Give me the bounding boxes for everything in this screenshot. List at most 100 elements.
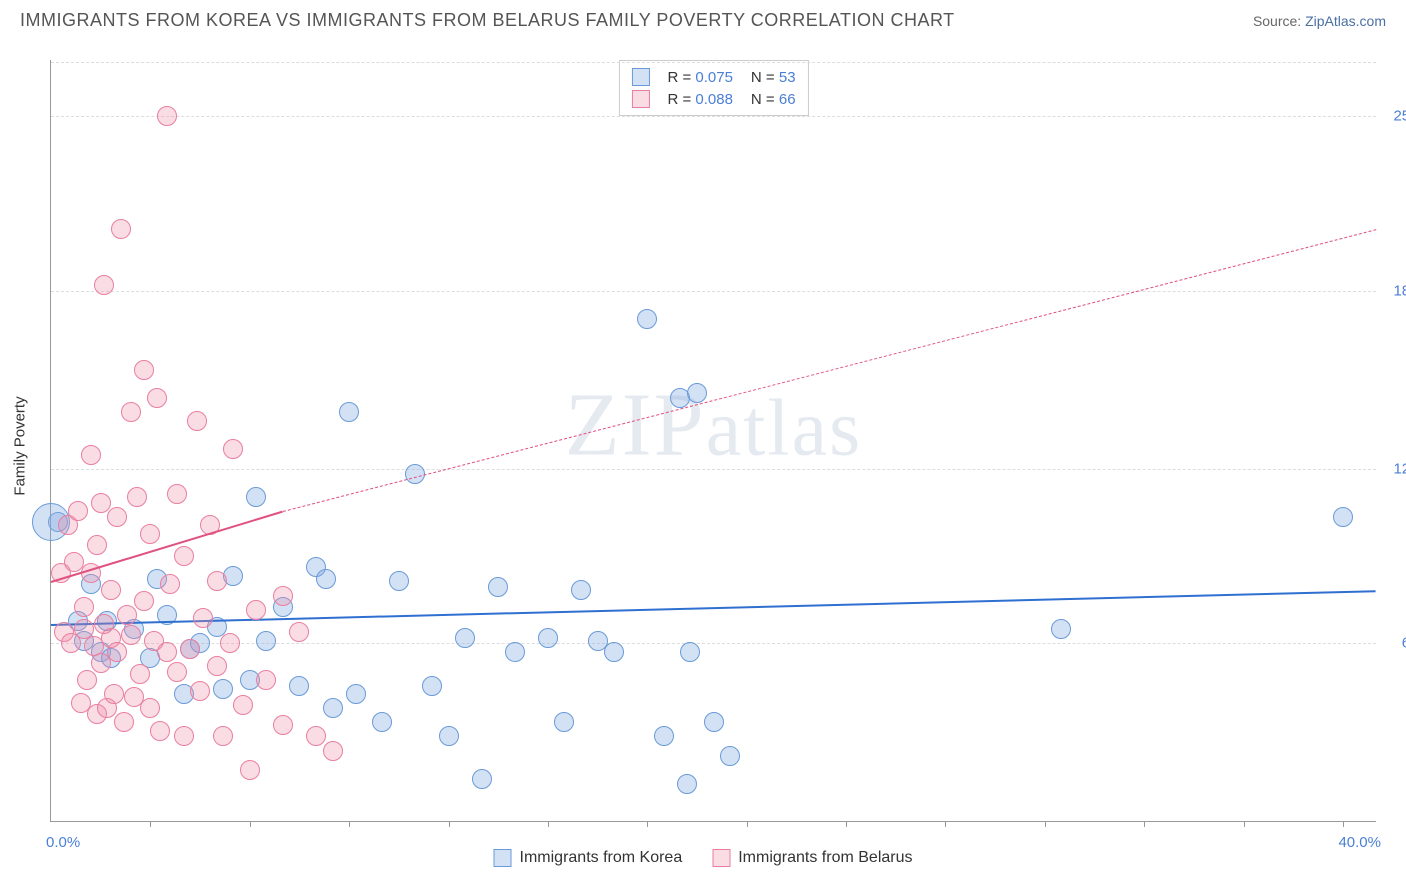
watermark: ZIPatlas: [565, 374, 863, 477]
data-point: [74, 597, 94, 617]
stats-row: R = 0.075 N = 53: [631, 66, 795, 88]
x-tick: [1045, 821, 1046, 827]
data-point: [472, 769, 492, 789]
data-point: [134, 360, 154, 380]
legend-item: Immigrants from Belarus: [712, 849, 912, 867]
data-point: [167, 484, 187, 504]
data-point: [117, 605, 137, 625]
data-point: [193, 608, 213, 628]
x-axis-max-label: 40.0%: [1338, 834, 1381, 851]
data-point: [187, 411, 207, 431]
data-point: [190, 681, 210, 701]
gridline: [51, 116, 1376, 117]
data-point: [1333, 507, 1353, 527]
data-point: [157, 106, 177, 126]
data-point: [114, 712, 134, 732]
stat-r: R = 0.088: [667, 91, 732, 108]
x-tick: [846, 821, 847, 827]
source-label: Source: ZipAtlas.com: [1253, 13, 1386, 29]
y-tick-label: 6.3%: [1381, 635, 1406, 652]
data-point: [180, 639, 200, 659]
data-point: [240, 760, 260, 780]
data-point: [121, 402, 141, 422]
data-point: [488, 577, 508, 597]
data-point: [677, 774, 697, 794]
data-point: [273, 586, 293, 606]
data-point: [213, 726, 233, 746]
y-tick-label: 25.0%: [1381, 108, 1406, 125]
data-point: [140, 524, 160, 544]
data-point: [455, 628, 475, 648]
legend-swatch: [712, 849, 730, 867]
x-tick: [1244, 821, 1245, 827]
data-point: [323, 741, 343, 761]
data-point: [94, 275, 114, 295]
data-point: [121, 625, 141, 645]
legend-swatch: [631, 90, 649, 108]
data-point: [554, 712, 574, 732]
data-point: [680, 642, 700, 662]
data-point: [220, 633, 240, 653]
data-point: [207, 571, 227, 591]
gridline: [51, 62, 1376, 63]
data-point: [150, 721, 170, 741]
stats-row: R = 0.088 N = 66: [631, 88, 795, 110]
data-point: [273, 715, 293, 735]
gridline: [51, 291, 1376, 292]
data-point: [104, 684, 124, 704]
data-point: [1051, 619, 1071, 639]
plot-area: ZIPatlas R = 0.075N = 53R = 0.088N = 66 …: [50, 60, 1376, 822]
data-point: [107, 507, 127, 527]
x-tick: [349, 821, 350, 827]
trend-line: [51, 511, 283, 583]
data-point: [68, 501, 88, 521]
data-point: [101, 580, 121, 600]
data-point: [130, 664, 150, 684]
source-prefix: Source:: [1253, 13, 1301, 29]
legend-label: Immigrants from Belarus: [738, 849, 912, 867]
legend-swatch: [631, 68, 649, 86]
data-point: [289, 676, 309, 696]
data-point: [77, 670, 97, 690]
data-point: [389, 571, 409, 591]
data-point: [505, 642, 525, 662]
data-point: [127, 487, 147, 507]
stats-legend-box: R = 0.075 N = 53 R = 0.088 N = 66: [618, 60, 808, 116]
data-point: [246, 487, 266, 507]
x-tick: [1343, 821, 1344, 827]
x-tick: [150, 821, 151, 827]
data-point: [654, 726, 674, 746]
data-point: [720, 746, 740, 766]
data-point: [256, 670, 276, 690]
data-point: [571, 580, 591, 600]
stat-n: N = 66: [751, 91, 796, 108]
data-point: [174, 546, 194, 566]
data-point: [87, 535, 107, 555]
stat-r: R = 0.075: [667, 69, 732, 86]
data-point: [687, 383, 707, 403]
stat-n: N = 53: [751, 69, 796, 86]
data-point: [316, 569, 336, 589]
data-point: [174, 726, 194, 746]
data-point: [140, 698, 160, 718]
data-point: [160, 574, 180, 594]
gridline: [51, 469, 1376, 470]
x-tick: [647, 821, 648, 827]
data-point: [246, 600, 266, 620]
data-point: [147, 388, 167, 408]
data-point: [538, 628, 558, 648]
source-link[interactable]: ZipAtlas.com: [1305, 13, 1386, 29]
data-point: [81, 445, 101, 465]
data-point: [223, 439, 243, 459]
y-tick-label: 12.5%: [1381, 460, 1406, 477]
data-point: [167, 662, 187, 682]
data-point: [704, 712, 724, 732]
data-point: [372, 712, 392, 732]
data-point: [207, 656, 227, 676]
data-point: [256, 631, 276, 651]
data-point: [637, 309, 657, 329]
gridline: [51, 643, 1376, 644]
data-point: [306, 726, 326, 746]
y-tick-label: 18.8%: [1381, 283, 1406, 300]
data-point: [157, 642, 177, 662]
